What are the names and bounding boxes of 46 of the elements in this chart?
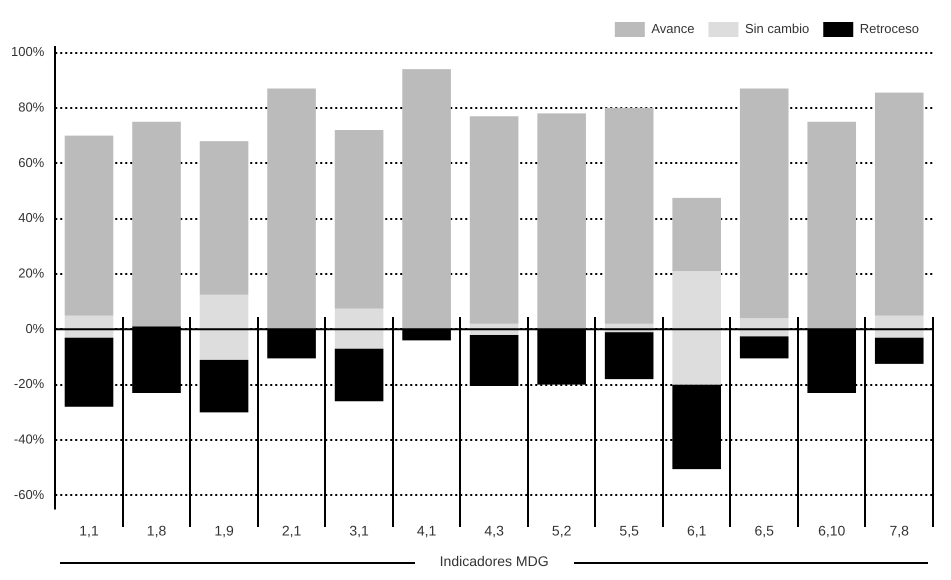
x-tick-label: 1,1	[79, 522, 99, 538]
y-tick-label: -20%	[14, 376, 45, 392]
bar	[807, 122, 856, 330]
x-tick-label: 3,1	[349, 522, 370, 538]
x-tick-label: 1,8	[146, 522, 166, 538]
bar	[604, 108, 654, 324]
bar	[672, 198, 721, 272]
x-tick-label: 5,2	[552, 522, 572, 538]
bar	[132, 122, 181, 327]
x-tick-label: 1,9	[214, 522, 234, 538]
y-tick-label: -40%	[14, 432, 45, 447]
x-tick-label: 6,10	[818, 522, 846, 538]
bar	[64, 315, 114, 338]
bar	[334, 130, 384, 309]
y-tick-label: 80%	[18, 99, 45, 114]
bar	[740, 88, 789, 318]
bar	[334, 308, 384, 349]
bar	[200, 294, 248, 360]
x-tick-label: 5,5	[619, 522, 640, 538]
y-tick-label: 0%	[25, 320, 45, 336]
bar	[470, 116, 518, 324]
x-tick-label: 4,1	[416, 522, 437, 538]
legend-label: Sin cambio	[744, 21, 810, 36]
bar	[200, 141, 248, 295]
x-axis-title: Indicadores MDG	[440, 552, 549, 569]
x-tick-label: 7,8	[890, 522, 910, 538]
bar	[267, 88, 316, 330]
bar	[874, 315, 924, 338]
bar	[672, 271, 721, 385]
y-tick-label: 100%	[11, 44, 45, 60]
x-tick-label: 6,5	[754, 522, 774, 538]
legend-label: Retroceso	[860, 21, 919, 36]
y-tick-label: 60%	[18, 154, 45, 170]
bar	[64, 136, 114, 316]
y-tick-label: 40%	[18, 210, 45, 226]
bar	[740, 336, 789, 358]
y-tick-label: -60%	[14, 486, 45, 502]
bar	[402, 69, 451, 330]
x-tick-label: 4,3	[484, 522, 504, 538]
bar	[874, 338, 924, 364]
x-tick-label: 6,1	[686, 522, 707, 538]
bar	[537, 113, 586, 330]
legend-label: Avance	[651, 21, 694, 36]
y-tick-label: 20%	[18, 266, 45, 281]
bar	[874, 92, 924, 316]
x-tick-label: 2,1	[282, 522, 302, 538]
